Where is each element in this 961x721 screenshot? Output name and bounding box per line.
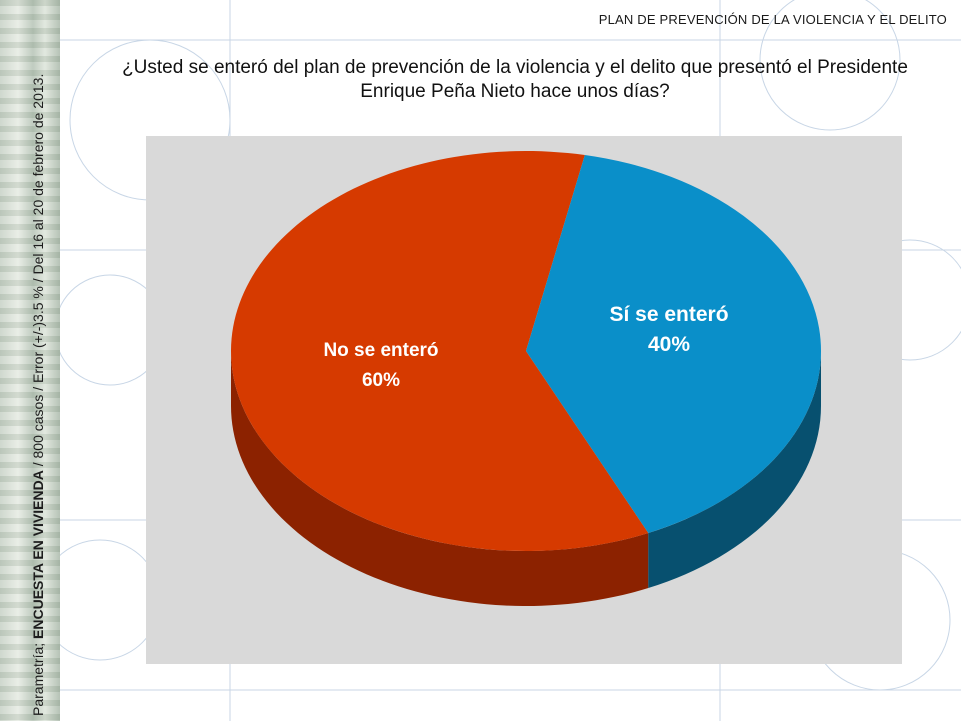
pie-slice-si-se-entero bbox=[526, 155, 821, 533]
survey-source-note: Parametría; ENCUESTA EN VIVIENDA / 800 c… bbox=[30, 74, 46, 716]
chart-panel: No se enteró 60% Sí se enteró 40% bbox=[146, 136, 902, 664]
pie-side-no-se-entero bbox=[231, 351, 649, 606]
slice-label-si-se-entero: Sí se enteró bbox=[609, 303, 728, 326]
page-header-title: PLAN DE PREVENCIÓN DE LA VIOLENCIA Y EL … bbox=[598, 12, 947, 27]
slice-value-no-se-entero: 60% bbox=[362, 370, 400, 391]
pie-slice-no-se-entero bbox=[231, 150, 649, 551]
source-details: / 800 casos / Error (+/-)3.5 % / Del 16 … bbox=[30, 73, 46, 471]
source-prefix: Parametría; bbox=[30, 638, 46, 716]
slice-label-no-se-entero: No se enteró bbox=[323, 340, 438, 361]
source-survey-type: ENCUESTA EN VIVIENDA bbox=[30, 470, 46, 639]
survey-question: ¿Usted se enteró del plan de prevención … bbox=[122, 57, 908, 102]
slice-value-si-se-entero: 40% bbox=[648, 333, 690, 356]
pie-chart: No se enteró 60% Sí se enteró 40% bbox=[231, 150, 821, 606]
side-decoration-strip bbox=[0, 0, 60, 721]
pie-side-si-se-entero bbox=[648, 351, 821, 588]
